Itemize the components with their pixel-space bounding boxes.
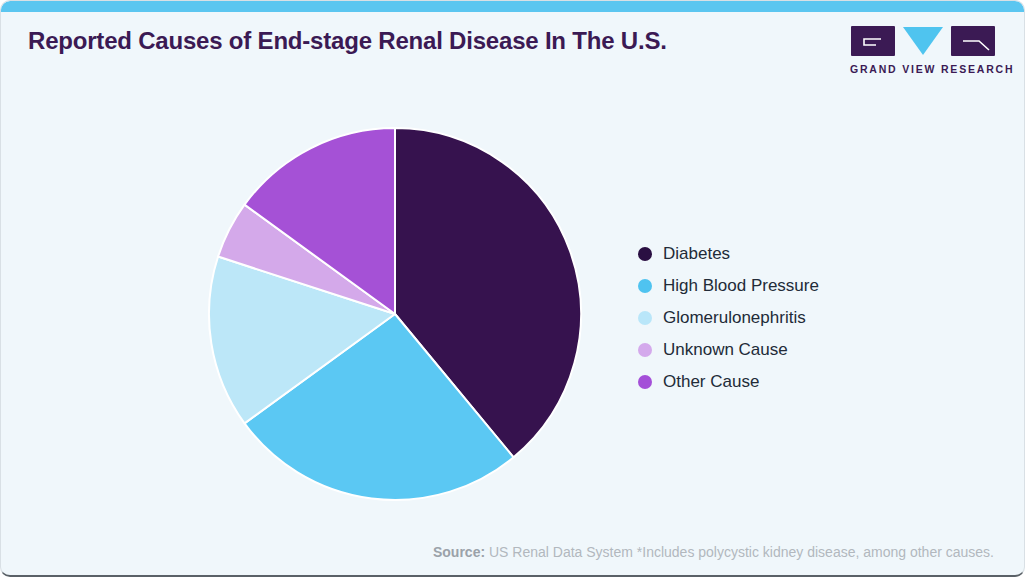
legend-item-diabetes: Diabetes: [638, 238, 819, 270]
legend-dot: [638, 279, 652, 293]
source-note: Source: US Renal Data System *Includes p…: [433, 544, 994, 560]
legend-dot: [638, 343, 652, 357]
source-text: US Renal Data System *Includes polycysti…: [485, 544, 994, 560]
gvr-logo-text: GRAND VIEW RESEARCH: [850, 63, 996, 75]
legend-item-high-blood-pressure: High Blood Pressure: [638, 270, 819, 302]
gvr-g-icon: [851, 26, 895, 56]
legend-dot: [638, 311, 652, 325]
chart-legend: Diabetes High Blood Pressure Glomeruloneph…: [638, 238, 819, 398]
legend-label: Diabetes: [663, 244, 730, 264]
legend-label: High Blood Pressure: [663, 276, 819, 296]
grand-view-research-logo: GRAND VIEW RESEARCH: [850, 26, 996, 75]
gvr-v-icon: [902, 26, 944, 56]
legend-label: Other Cause: [663, 372, 759, 392]
pie-chart: [205, 124, 585, 504]
legend-label: Unknown Cause: [663, 340, 788, 360]
legend-item-other-cause: Other Cause: [638, 366, 819, 398]
source-label: Source:: [433, 544, 485, 560]
page-title: Reported Causes of End-stage Renal Disea…: [28, 27, 667, 55]
legend-dot: [638, 247, 652, 261]
legend-dot: [638, 375, 652, 389]
legend-label: Glomerulonephritis: [663, 308, 806, 328]
pie-chart-svg: [205, 124, 585, 504]
legend-item-glomerulonephritis: Glomerulonephritis: [638, 302, 819, 334]
top-accent-bar: [1, 1, 1024, 12]
gvr-r-icon: [951, 26, 995, 56]
legend-item-unknown-cause: Unknown Cause: [638, 334, 819, 366]
gvr-logo-icons: [850, 26, 996, 58]
infographic-card: Reported Causes of End-stage Renal Disea…: [0, 0, 1025, 577]
